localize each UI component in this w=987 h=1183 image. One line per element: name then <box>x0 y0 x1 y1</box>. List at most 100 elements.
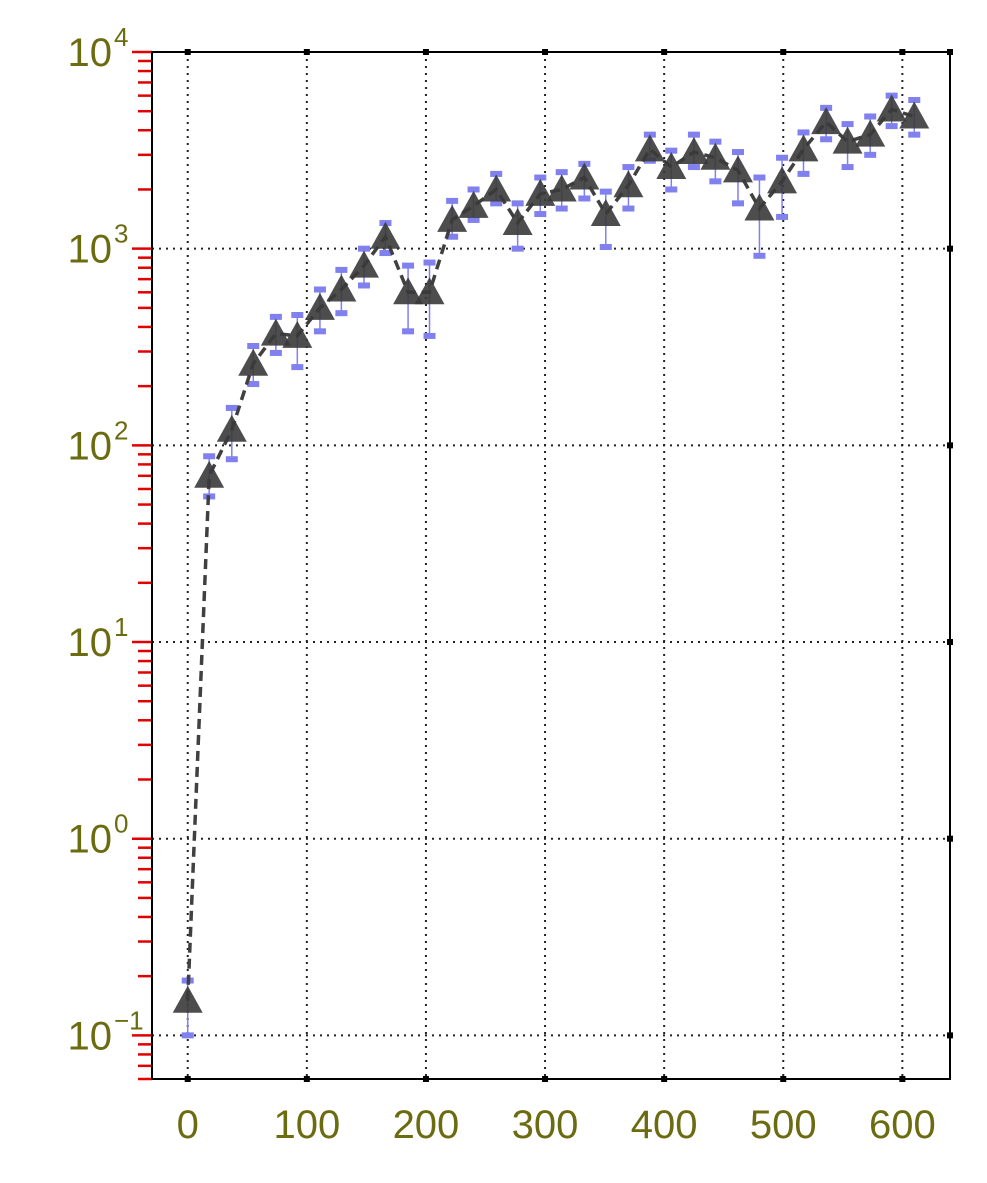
error-cap-high <box>335 266 348 273</box>
error-cap-high <box>622 164 635 171</box>
error-cap-high <box>467 186 480 193</box>
x-tick-label: 400 <box>631 1103 698 1147</box>
data-point <box>282 320 313 348</box>
y-tick-label-exponent: 0 <box>114 809 128 839</box>
error-cap-low <box>423 332 436 339</box>
error-cap-low <box>864 151 877 158</box>
error-cap-high <box>291 312 304 319</box>
error-cap-low <box>379 250 392 257</box>
data-point <box>458 190 489 218</box>
data-point <box>414 277 445 305</box>
data-point <box>525 178 556 206</box>
series-line-group <box>185 107 915 1001</box>
error-cap-high <box>555 169 568 176</box>
data-point <box>700 142 731 170</box>
x-tick-label: 200 <box>393 1103 460 1147</box>
error-cap-low <box>885 123 898 130</box>
error-cap-high <box>203 453 216 460</box>
x-tick-labels: 0 100 200 300 400 500 600 <box>177 1103 936 1147</box>
error-cap-high <box>269 313 282 320</box>
data-point <box>194 460 225 488</box>
error-cap-high <box>225 404 238 411</box>
error-cap-high <box>665 147 678 154</box>
error-cap-high <box>446 197 459 204</box>
y-tick-label: 10 <box>68 621 113 665</box>
y-tick-label-exponent: −1 <box>114 1005 144 1035</box>
error-cap-high <box>908 97 921 104</box>
error-cap-low <box>731 200 744 207</box>
x-tick-label: 600 <box>869 1103 936 1147</box>
error-cap-high <box>358 245 371 252</box>
error-cap-high <box>511 200 524 207</box>
data-point <box>767 166 798 194</box>
data-point <box>569 162 600 190</box>
x-tick-label: 500 <box>750 1103 817 1147</box>
error-cap-high <box>753 174 766 181</box>
data-point <box>238 348 269 376</box>
minor-ticks <box>138 59 152 1081</box>
data-point <box>832 126 863 154</box>
error-cap-low <box>797 170 810 177</box>
error-cap-high <box>247 342 260 349</box>
error-cap-low <box>908 131 921 138</box>
error-cap-low <box>555 205 568 212</box>
error-cap-low <box>247 381 260 388</box>
error-cap-high <box>797 129 810 136</box>
error-cap-high <box>731 149 744 156</box>
data-markers <box>172 94 930 1013</box>
error-cap-low <box>709 178 722 185</box>
error-cap-high <box>599 188 612 195</box>
data-point <box>304 292 335 320</box>
error-bars <box>181 92 921 1039</box>
grid-lines <box>152 51 950 1079</box>
data-point <box>172 985 203 1013</box>
y-tick-label: 10 <box>68 424 113 468</box>
y-tick-label: 10 <box>68 1014 113 1058</box>
error-cap-low <box>402 328 415 335</box>
series-line <box>185 107 915 1001</box>
error-cap-low <box>269 349 282 356</box>
error-cap-low <box>776 213 789 220</box>
data-point <box>899 101 930 129</box>
error-cap-low <box>490 200 503 207</box>
error-cap-low <box>578 195 591 202</box>
error-cap-high <box>864 113 877 120</box>
error-cap-high <box>490 170 503 177</box>
data-point <box>613 170 644 198</box>
data-point <box>876 94 907 122</box>
error-cap-low <box>446 233 459 240</box>
data-point <box>811 107 842 135</box>
data-point <box>678 137 709 165</box>
plot-frame <box>151 51 951 1080</box>
data-point <box>788 134 819 162</box>
error-cap-high <box>841 121 854 128</box>
error-cap-low <box>467 216 480 223</box>
data-point <box>546 174 577 202</box>
error-cap-high <box>687 131 700 138</box>
data-point <box>481 174 512 202</box>
y-tick-label-exponent: 3 <box>114 219 128 249</box>
data-point <box>744 193 775 221</box>
error-cap-low <box>225 456 238 463</box>
y-tick-label: 10 <box>68 818 113 862</box>
error-cap-low <box>753 252 766 259</box>
x-tick-label: 300 <box>512 1103 579 1147</box>
error-cap-low <box>687 164 700 171</box>
y-tick-label: 10 <box>68 31 113 75</box>
x-tick-label: 0 <box>177 1103 199 1147</box>
data-point <box>590 199 621 227</box>
data-point <box>437 204 468 232</box>
data-point <box>393 277 424 305</box>
data-point <box>260 318 291 346</box>
data-point <box>370 221 401 249</box>
error-cap-high <box>313 286 326 293</box>
y-tick-label-exponent: 4 <box>114 22 128 52</box>
error-cap-low <box>599 243 612 250</box>
data-point <box>634 134 665 162</box>
data-point <box>349 250 380 278</box>
error-cap-low <box>313 328 326 335</box>
data-point <box>855 119 886 147</box>
x-tick-label: 100 <box>273 1103 340 1147</box>
